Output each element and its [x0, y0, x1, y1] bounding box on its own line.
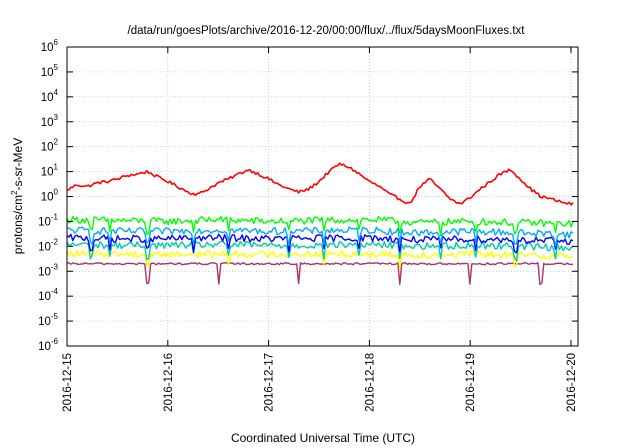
y-tick-label: 105	[41, 63, 59, 79]
y-tick-label-base: 10	[38, 316, 51, 328]
x-tick-label: 2016-12-19	[465, 353, 477, 412]
y-tick-label-exp: 3	[54, 113, 59, 122]
y-axis-label-base: protons/cm	[11, 195, 25, 254]
y-axis-label-sup: 2	[10, 190, 19, 195]
y-tick-label-exp: 4	[54, 88, 59, 97]
y-axis-ticks: 10-610-510-410-310-210-11001011021031041…	[38, 38, 578, 353]
y-tick-label-exp: -5	[51, 312, 59, 321]
y-tick-label: 10-1	[38, 212, 58, 228]
chart-title: /data/run/goesPlots/archive/2016-12-20/0…	[128, 25, 526, 37]
y-tick-label-base: 10	[38, 341, 51, 353]
y-tick-label-exp: 0	[54, 188, 59, 197]
x-tick-label: 2016-12-17	[264, 353, 276, 412]
y-axis-label: protons/cm2-s-sr-MeV	[10, 138, 25, 254]
x-axis-ticks: 2016-12-15 2016-12-16 2016-12-17 2016-12-18…	[62, 47, 578, 412]
y-tick-label: 100	[41, 188, 59, 204]
series-line	[67, 226, 574, 247]
y-tick-label: 10-2	[38, 237, 58, 253]
y-tick-label: 10-4	[38, 287, 58, 303]
y-tick-label: 103	[41, 113, 59, 129]
y-tick-label: 10-3	[38, 262, 58, 278]
y-tick-label-base: 10	[41, 142, 54, 154]
y-tick-label-base: 10	[38, 266, 51, 278]
y-tick-label-exp: 1	[54, 163, 59, 172]
y-tick-label-exp: 2	[54, 138, 59, 147]
series-line	[66, 240, 574, 262]
y-tick-label-base: 10	[38, 216, 51, 228]
series-line	[66, 262, 574, 286]
y-tick-label-base: 10	[41, 67, 54, 79]
y-tick-label-base: 10	[38, 291, 51, 303]
y-tick-label-base: 10	[41, 167, 54, 179]
y-tick-label-exp: -1	[51, 212, 59, 221]
x-tick-label: 2016-12-18	[364, 353, 376, 412]
y-tick-label-exp: 5	[54, 63, 59, 72]
series-layer	[66, 162, 574, 286]
series-line	[66, 233, 574, 254]
y-tick-label-exp: -3	[51, 262, 59, 271]
y-tick-label-exp: -2	[51, 237, 59, 246]
series-line	[66, 249, 573, 269]
y-tick-label-base: 10	[41, 92, 54, 104]
y-tick-label-base: 10	[41, 42, 54, 54]
y-tick-label-exp: -6	[51, 337, 59, 346]
series-line	[66, 215, 574, 237]
x-axis-label: Coordinated Universal Time (UTC)	[231, 431, 415, 445]
y-axis-label-rest: -s-sr-MeV	[11, 138, 25, 191]
y-tick-label: 102	[41, 138, 59, 154]
y-tick-label: 10-6	[38, 337, 58, 353]
x-tick-label: 2016-12-20	[566, 353, 578, 412]
y-tick-label: 104	[41, 88, 59, 104]
y-tick-label: 106	[41, 38, 59, 54]
y-tick-label: 101	[41, 163, 59, 179]
series-line	[66, 162, 574, 206]
x-tick-label: 2016-12-15	[62, 353, 74, 412]
y-tick-label-exp: 6	[54, 38, 59, 47]
y-tick-label-exp: -4	[51, 287, 59, 296]
y-tick-label-base: 10	[41, 117, 54, 129]
x-tick-label: 2016-12-16	[163, 353, 175, 412]
y-tick-label-base: 10	[41, 192, 54, 204]
y-tick-label: 10-5	[38, 312, 58, 328]
y-tick-label-base: 10	[38, 241, 51, 253]
